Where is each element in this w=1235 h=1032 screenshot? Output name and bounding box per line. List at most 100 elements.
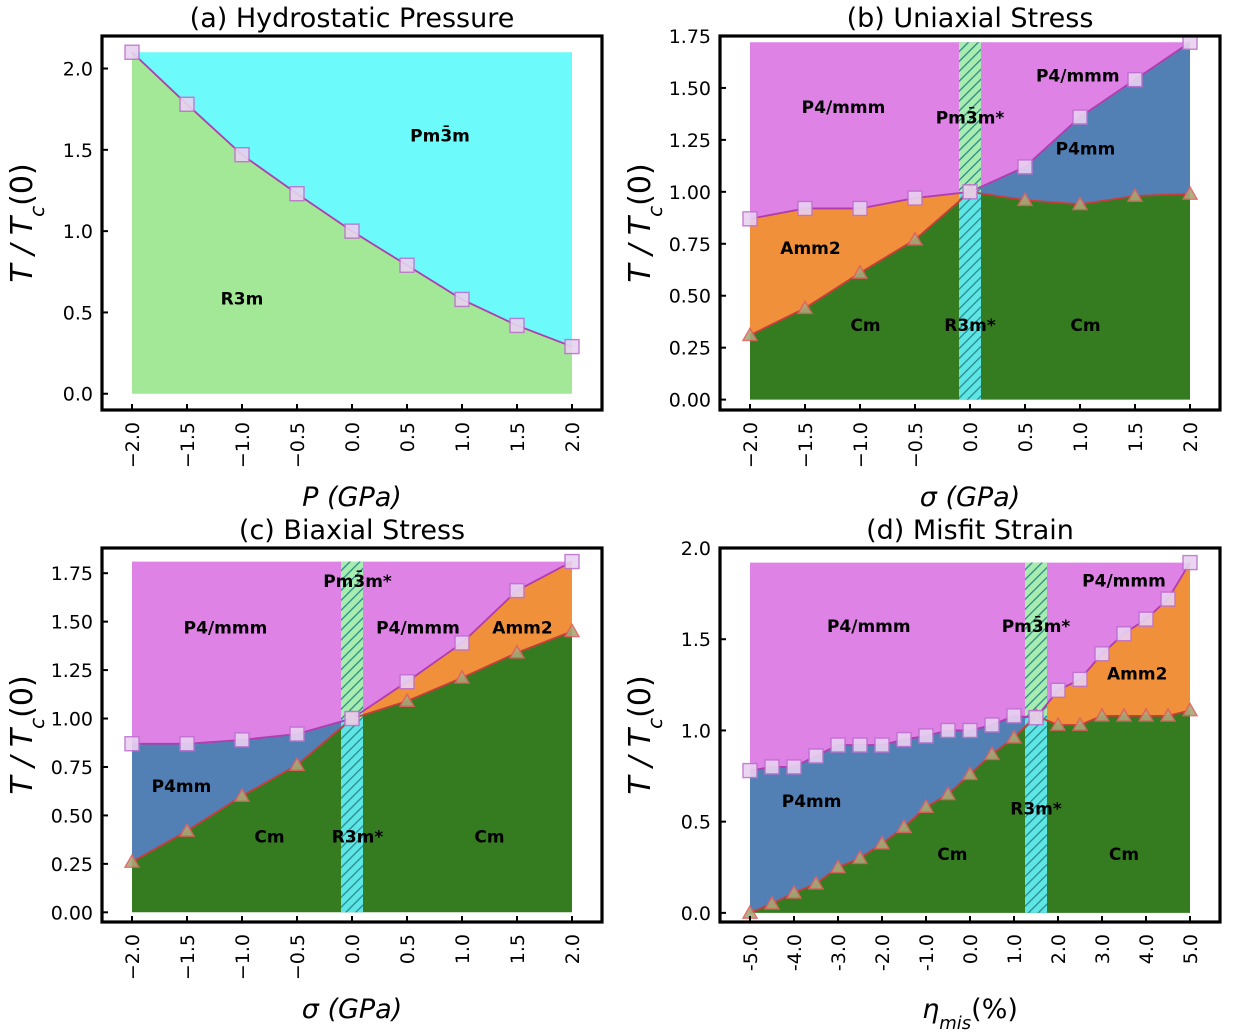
- x-tick-label: 0.5: [397, 934, 419, 964]
- triangle-marker: [796, 299, 814, 315]
- square-marker: [1160, 591, 1176, 607]
- region-label: Amm2: [780, 239, 840, 259]
- region-label: R3m*: [944, 316, 996, 336]
- x-tick-label: −0.5: [287, 422, 309, 468]
- triangle-marker: [1115, 707, 1133, 722]
- y-tick-label: 2.0: [63, 59, 93, 81]
- y-tick-label: 0.25: [51, 854, 93, 876]
- square-marker: [918, 728, 934, 744]
- region-label: Amm2: [1107, 664, 1167, 684]
- square-marker: [1072, 671, 1088, 688]
- square-marker: [797, 200, 813, 217]
- square-marker: [874, 737, 890, 753]
- x-tick-label: 2.0: [562, 422, 584, 452]
- triangle-marker: [741, 326, 759, 342]
- triangle-marker: [851, 264, 869, 279]
- hatched-stripe-lower: [341, 718, 363, 913]
- x-tick-label: 1.0: [1004, 934, 1026, 964]
- y-tick-label: 1.5: [63, 140, 93, 162]
- y-tick-label: 1.0: [681, 720, 711, 742]
- square-marker: [399, 674, 415, 690]
- y-tick-label: 1.25: [51, 660, 93, 682]
- square-marker: [509, 582, 525, 599]
- square-marker: [1138, 611, 1154, 627]
- region-top-phase: [750, 562, 1190, 771]
- region-label: Cm: [937, 845, 967, 865]
- x-tick-label: 1.0: [452, 422, 474, 452]
- x-tick-label: −0.5: [905, 422, 927, 468]
- square-marker: [179, 96, 195, 112]
- square-marker: [940, 722, 956, 739]
- region-label: P4/mmm: [1036, 67, 1120, 87]
- x-axis-label: ηmis(%): [922, 994, 1018, 1032]
- square-marker: [1028, 709, 1044, 726]
- square-marker: [564, 338, 580, 355]
- x-tick-label: −1.0: [850, 422, 872, 468]
- region-label: Amm2: [492, 618, 552, 638]
- square-marker: [786, 759, 802, 775]
- x-tick-label: 2.0: [562, 934, 584, 964]
- region-label: R3m*: [1010, 799, 1062, 819]
- panel-title: (a) Hydrostatic Pressure: [190, 3, 515, 34]
- x-tick-label: −1.5: [177, 422, 199, 468]
- square-marker: [399, 257, 415, 273]
- region-label: Cm: [1070, 316, 1100, 336]
- square-marker: [509, 317, 525, 334]
- y-tick-label: 1.00: [669, 182, 711, 204]
- triangle-marker: [983, 745, 1001, 761]
- square-marker: [234, 732, 250, 748]
- region-middle-right-phase: [352, 561, 572, 719]
- triangle-marker: [851, 849, 869, 865]
- square-marker: [984, 717, 1000, 733]
- y-axis-label: T / Tc(0): [5, 163, 49, 282]
- y-tick-label: 1.50: [669, 78, 711, 100]
- y-tick-label: 1.75: [669, 26, 711, 48]
- square-marker: [1006, 708, 1022, 724]
- x-axis-label: σ (GPa): [920, 482, 1021, 513]
- x-tick-label: -4.0: [784, 934, 806, 971]
- region-label: R3m: [221, 289, 264, 309]
- square-marker: [852, 737, 868, 753]
- triangle-marker: [1071, 195, 1089, 211]
- region-middle-left-phase: [750, 715, 1036, 913]
- triangle-marker: [398, 692, 416, 708]
- y-tick-label: 1.00: [51, 709, 93, 731]
- region-upper-phase: [132, 52, 572, 347]
- x-tick-label: −2.0: [740, 422, 762, 468]
- x-tick-label: 1.5: [507, 934, 529, 964]
- region-label: Cm: [474, 828, 504, 848]
- y-tick-label: 0.00: [669, 390, 711, 412]
- square-marker: [1182, 554, 1198, 571]
- triangle-marker: [508, 644, 526, 659]
- x-tick-label: −1.5: [795, 422, 817, 468]
- region-label: Pm3̄m*: [1002, 615, 1071, 637]
- square-marker: [1050, 682, 1066, 699]
- triangle-marker: [1071, 716, 1089, 731]
- x-tick-label: −0.5: [287, 934, 309, 980]
- y-tick-label: 0.50: [51, 805, 93, 827]
- triangle-marker: [1159, 707, 1177, 722]
- x-tick-label: 0.5: [1015, 422, 1037, 452]
- square-marker: [962, 184, 978, 200]
- x-tick-label: 1.5: [507, 422, 529, 452]
- x-axis-label: σ (GPa): [302, 994, 403, 1025]
- triangle-marker: [288, 756, 306, 771]
- x-tick-label: -2.0: [872, 934, 894, 971]
- region-lower-phase: [132, 52, 572, 394]
- region-label: Pm3̄m*: [323, 570, 392, 592]
- x-tick-label: -5.0: [740, 934, 762, 971]
- x-tick-label: −2.0: [122, 934, 144, 980]
- square-marker: [742, 762, 758, 779]
- triangle-marker: [1126, 187, 1144, 202]
- square-marker: [1094, 646, 1110, 662]
- y-tick-label: 0.25: [669, 338, 711, 360]
- x-tick-label: 4.0: [1136, 934, 1158, 964]
- square-marker: [962, 722, 978, 739]
- y-tick-label: 1.50: [51, 612, 93, 634]
- y-tick-label: 1.0: [63, 221, 93, 243]
- x-tick-label: 1.5: [1125, 422, 1147, 452]
- triangle-marker: [807, 875, 825, 890]
- x-tick-label: 5.0: [1180, 934, 1202, 964]
- x-tick-label: 1.0: [1070, 422, 1092, 452]
- square-marker: [124, 44, 140, 60]
